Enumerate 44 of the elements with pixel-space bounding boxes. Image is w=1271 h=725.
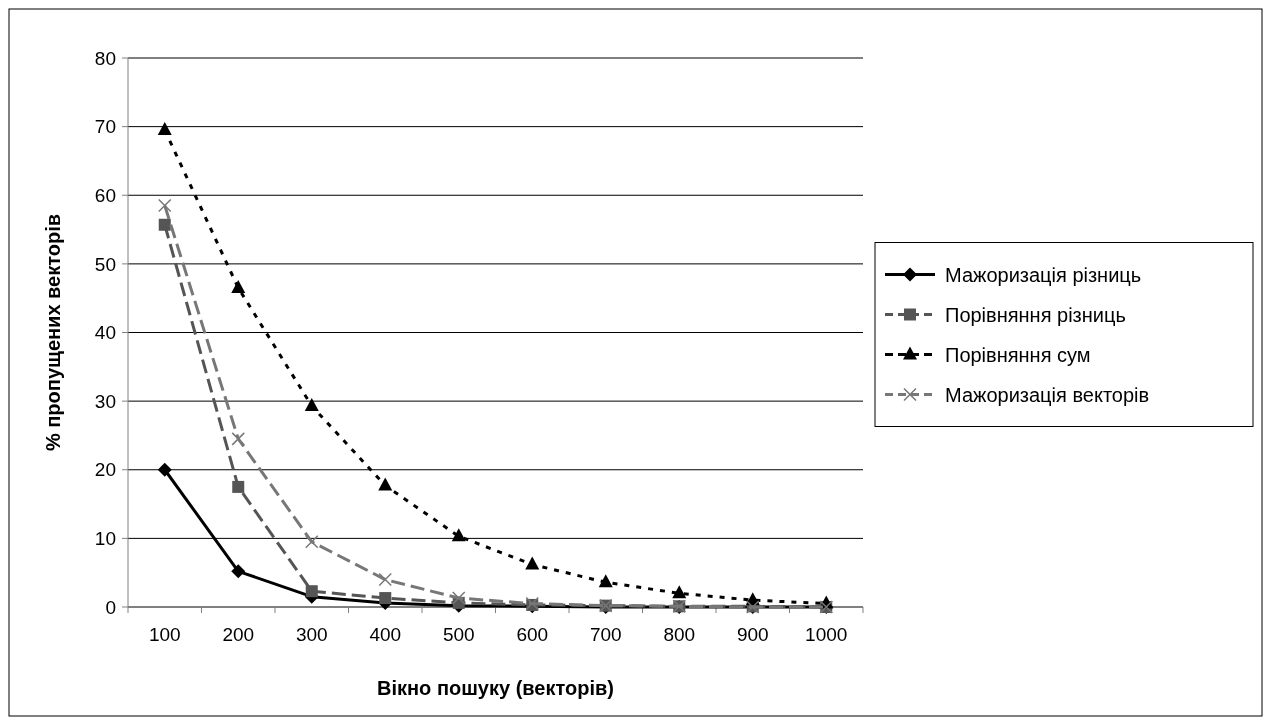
x-tick-label: 1000 [805,624,848,645]
y-tick-label: 0 [105,596,116,618]
x-tick-label: 700 [589,624,622,645]
y-tick-label: 50 [94,253,116,275]
x-tick-label: 800 [663,624,696,645]
point [598,574,613,588]
x-tick-label: 200 [222,624,255,645]
point [231,564,246,579]
y-tick-label: 40 [94,322,116,344]
x-tick-label: 900 [736,624,769,645]
y-tick-label: 20 [94,459,116,481]
x-tick-label: 400 [369,624,402,645]
legend-label: Мажоризація різниць [945,263,1142,286]
legend-label: Мажоризація векторів [945,383,1150,406]
legend-label: Порівняння сум [945,343,1091,366]
point [231,279,246,293]
point [525,556,540,570]
point [305,535,319,549]
point [157,462,172,477]
point [378,572,392,587]
point [452,591,466,605]
point [305,585,318,598]
x-tick-label: 100 [148,624,181,645]
legend-label: Порівняння різниць [945,303,1126,326]
y-axis-title: % пропущених векторів [42,213,64,452]
point [232,480,245,493]
y-tick-label: 80 [94,47,116,69]
point [379,592,392,605]
x-axis-title: Вікно пошуку (векторів) [377,677,614,699]
point [158,198,172,213]
x-tick-label: 500 [442,624,475,645]
y-tick-label: 10 [94,528,116,550]
point [378,477,393,491]
x-tick-label: 300 [295,624,328,645]
y-tick-label: 30 [94,390,116,412]
y-tick-label: 70 [94,116,116,138]
y-tick-label: 60 [94,184,116,206]
point [231,432,245,446]
point [451,528,466,542]
point [304,397,319,411]
point [672,585,687,599]
x-tick-label: 600 [516,624,549,645]
point [158,218,171,231]
point [157,122,172,136]
